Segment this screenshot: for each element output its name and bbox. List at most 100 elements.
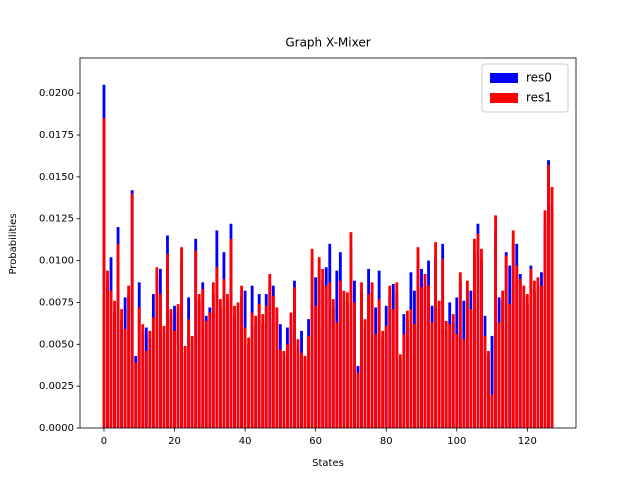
bar: [296, 339, 300, 428]
bar: [229, 238, 233, 428]
bar: [102, 118, 106, 429]
y-tick-label: 0.0175: [39, 130, 74, 141]
bar: [448, 324, 452, 428]
bar: [226, 294, 229, 428]
bar: [204, 320, 208, 428]
bar: [370, 282, 374, 428]
bar: [398, 354, 402, 428]
bar: [324, 285, 328, 428]
bar: [300, 352, 303, 428]
bar: [465, 280, 469, 428]
bar: [434, 242, 438, 428]
bar: [328, 282, 332, 428]
y-tick-label: 0.0000: [39, 423, 74, 434]
bar: [211, 282, 215, 428]
bar: [314, 305, 318, 428]
bar: [374, 334, 378, 428]
bar: [194, 250, 198, 428]
bar: [405, 310, 409, 428]
chart-title: Graph X-Mixer: [285, 36, 370, 50]
x-tick-label: 60: [309, 436, 322, 447]
bar: [504, 255, 508, 428]
x-tick-label: 40: [239, 436, 252, 447]
bar: [233, 305, 236, 428]
bar: [490, 394, 494, 428]
bar: [310, 248, 314, 428]
bar: [388, 285, 392, 428]
x-tick-label: 100: [447, 436, 466, 447]
bar: [395, 282, 399, 428]
bar: [437, 300, 441, 428]
plot-frame: [79, 57, 577, 429]
bar: [127, 285, 131, 428]
legend-swatch: [490, 93, 518, 103]
bar: [356, 372, 360, 428]
bar: [215, 267, 219, 428]
bar: [416, 247, 420, 428]
bar: [169, 309, 173, 428]
bar: [402, 334, 406, 428]
bar: [335, 322, 339, 428]
bar: [494, 215, 498, 428]
bar: [349, 232, 353, 428]
bar: [176, 304, 180, 428]
bar: [201, 289, 205, 428]
legend-swatch: [490, 73, 518, 83]
bar: [116, 243, 120, 428]
bar: [430, 322, 434, 428]
x-tick-label: 120: [518, 436, 537, 447]
y-tick-label: 0.0125: [39, 214, 74, 225]
bar: [197, 294, 201, 428]
bar: [363, 319, 367, 428]
bar: [444, 320, 448, 428]
bar: [367, 294, 370, 428]
bar: [158, 294, 162, 428]
bar: [151, 317, 155, 428]
bar: [342, 290, 346, 428]
bar: [282, 350, 286, 428]
bar: [303, 356, 307, 428]
bar: [261, 314, 265, 428]
y-tick-label: 0.0200: [39, 88, 74, 99]
legend-label: res0: [526, 71, 552, 85]
bar: [338, 280, 342, 428]
y-tick-label: 0.0050: [39, 339, 74, 350]
bar: [162, 325, 166, 428]
bar: [420, 287, 423, 428]
bar: [353, 302, 356, 428]
bar: [384, 325, 388, 428]
bar: [130, 193, 134, 428]
bar: [222, 278, 226, 428]
bar: [123, 329, 127, 428]
bar: [345, 292, 349, 428]
bar: [240, 285, 243, 428]
y-tick-label: 0.0075: [39, 297, 74, 308]
bar: [208, 312, 212, 428]
bar: [377, 299, 381, 428]
bar: [487, 350, 490, 428]
x-axis-label: States: [312, 458, 344, 469]
bar: [483, 335, 487, 428]
bar: [480, 248, 483, 428]
bar: [144, 350, 148, 428]
bar: [550, 186, 554, 428]
bar: [264, 305, 268, 428]
bar: [180, 247, 183, 428]
bar: [293, 287, 296, 428]
bar: [321, 268, 325, 428]
bar: [451, 314, 455, 428]
x-tick-label: 20: [168, 436, 181, 447]
bar: [166, 253, 169, 428]
bar: [317, 257, 321, 428]
y-tick-label: 0.0150: [39, 172, 74, 183]
bar: [109, 290, 113, 428]
bar: [462, 339, 466, 428]
bar: [458, 272, 462, 428]
bar: [141, 324, 145, 428]
bar: [360, 282, 363, 428]
legend-label: res1: [526, 91, 552, 105]
bar: [522, 285, 526, 428]
bar: [540, 285, 543, 428]
bar: [525, 294, 529, 428]
